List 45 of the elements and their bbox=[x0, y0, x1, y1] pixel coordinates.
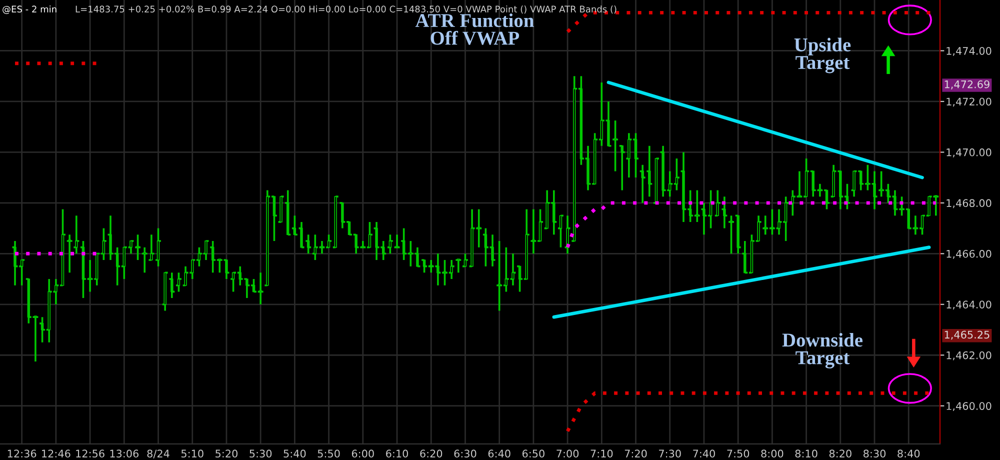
y-tick-label: 1,464.00 bbox=[946, 300, 992, 310]
annotation: Downside Target bbox=[782, 332, 863, 368]
y-tick-label: 1,460.00 bbox=[946, 402, 992, 412]
x-tick-label: 8:20 bbox=[829, 450, 852, 458]
x-tick-label: 8/24 bbox=[147, 450, 170, 458]
x-tick-label: 8:10 bbox=[795, 450, 818, 458]
x-tick-label: 5:20 bbox=[216, 450, 238, 458]
x-tick-label: 7:40 bbox=[693, 450, 715, 458]
text: 1,465.25 bbox=[944, 330, 990, 340]
x-tick-label: 6:00 bbox=[352, 450, 374, 458]
text: L=1483.75 +0.25 +0.02% B=0.99 A=2.24 O=0.00 Hi=0.00 Lo=0.00 C=1483.50 V=0 VWAP Point () VWAP ATR Bands () bbox=[76, 6, 616, 14]
x-tick-label: 5:40 bbox=[284, 450, 306, 458]
x-tick-label: 13:06 bbox=[110, 450, 139, 458]
x-tick-label: 8:00 bbox=[761, 450, 784, 458]
x-tick-label: 5:10 bbox=[181, 450, 204, 458]
candlestick bbox=[334, 196, 337, 248]
x-tick-label: 8:40 bbox=[898, 450, 920, 458]
y-tick-label: 1,462.00 bbox=[946, 351, 992, 360]
y-tick-label: 1,472.00 bbox=[946, 98, 992, 107]
y-tick-label: 1,468.00 bbox=[946, 199, 992, 208]
x-tick-label: 7:30 bbox=[659, 450, 681, 458]
x-tick-label: 6:30 bbox=[454, 450, 476, 458]
x-tick-label: 6:20 bbox=[420, 450, 442, 458]
x-tick-label: 7:00 bbox=[556, 450, 579, 458]
x-tick-label: 6:40 bbox=[488, 450, 510, 458]
x-tick-label: 12:46 bbox=[42, 450, 70, 458]
x-tick-label: 7:50 bbox=[727, 450, 750, 458]
x-tick-label: 8:30 bbox=[864, 450, 886, 458]
y-tick-label: 1,466.00 bbox=[946, 250, 992, 259]
x-tick-label: 6:10 bbox=[386, 450, 408, 458]
candlestick bbox=[280, 196, 282, 223]
x-tick-label: 7:10 bbox=[590, 450, 613, 458]
x-tick-label: 6:50 bbox=[522, 450, 544, 458]
y-tick-label: 1,470.00 bbox=[946, 148, 992, 158]
x-tick-label: 12:36 bbox=[8, 450, 36, 458]
candlestick bbox=[928, 196, 930, 217]
text: 1,472.69 bbox=[944, 80, 990, 90]
x-tick-label: 5:50 bbox=[318, 450, 340, 458]
text: @ES - 2 min bbox=[2, 6, 56, 14]
y-tick-label: 1,474.00 bbox=[946, 46, 992, 56]
x-tick-label: 7:20 bbox=[624, 450, 647, 458]
annotation: ATR Function Off VWAP bbox=[415, 13, 534, 45]
annotation: Upside Target bbox=[794, 38, 851, 74]
x-tick-label: 12:56 bbox=[76, 450, 104, 458]
x-tick-label: 5:30 bbox=[250, 450, 272, 458]
